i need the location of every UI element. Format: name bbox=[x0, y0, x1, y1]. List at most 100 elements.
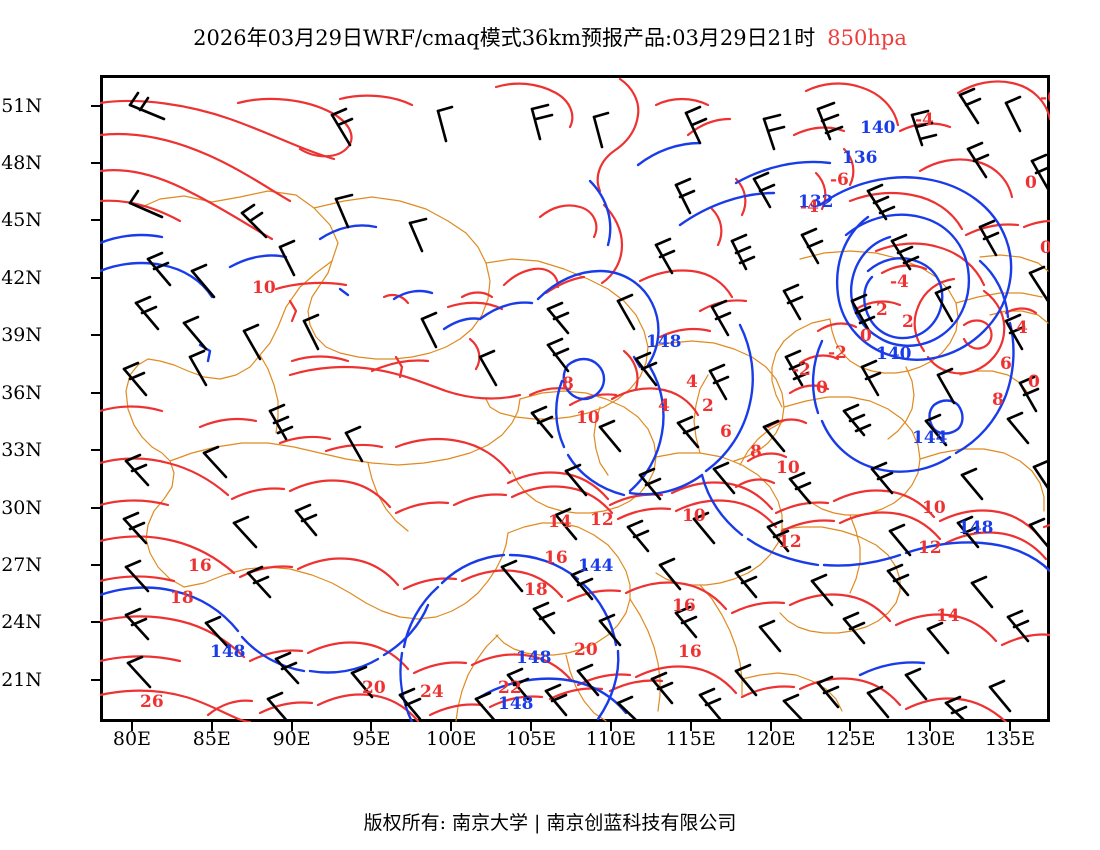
svg-text:144: 144 bbox=[912, 428, 948, 448]
svg-text:0: 0 bbox=[1040, 238, 1050, 258]
x-axis-tick-label: 85E bbox=[192, 728, 231, 750]
x-axis-tick-label: 115E bbox=[665, 728, 716, 750]
y-axis-tick-label: 33N bbox=[1, 439, 42, 462]
svg-text:14: 14 bbox=[548, 512, 572, 532]
svg-text:148: 148 bbox=[958, 518, 994, 538]
x-axis-tick-mark bbox=[849, 722, 852, 731]
x-axis-tick-label: 130E bbox=[905, 728, 956, 750]
chart-title: 2026年03月29日WRF/cmaq模式36km预报产品:03月29日21时 8… bbox=[0, 22, 1100, 52]
svg-text:8: 8 bbox=[562, 374, 574, 394]
y-axis-tick-label: 30N bbox=[1, 496, 42, 519]
x-axis-tick-mark bbox=[210, 722, 213, 731]
svg-text:4: 4 bbox=[1016, 318, 1028, 338]
footer-copyright-text: 版权所有: 南京大学 bbox=[363, 812, 529, 834]
x-axis-tick-mark bbox=[689, 722, 692, 731]
footer-copyright: 版权所有: 南京大学 | 南京创蓝科技有限公司 bbox=[0, 808, 1100, 835]
geopotential-height-contours bbox=[100, 141, 1050, 722]
svg-text:10: 10 bbox=[682, 506, 706, 526]
svg-text:10: 10 bbox=[922, 498, 946, 518]
svg-text:148: 148 bbox=[646, 332, 682, 352]
svg-text:26: 26 bbox=[140, 692, 164, 712]
svg-text:10: 10 bbox=[576, 408, 600, 428]
x-axis-tick-mark bbox=[450, 722, 453, 731]
footer-separator: | bbox=[534, 812, 541, 834]
svg-text:-2: -2 bbox=[828, 343, 847, 363]
svg-text:0: 0 bbox=[816, 378, 828, 398]
y-axis-tick-label: 24N bbox=[1, 611, 42, 634]
x-axis-tick-label: 80E bbox=[112, 728, 151, 750]
y-axis-tick-mark bbox=[91, 219, 100, 222]
y-axis-tick-mark bbox=[91, 334, 100, 337]
svg-text:6: 6 bbox=[1000, 354, 1012, 374]
y-axis-tick-mark bbox=[91, 391, 100, 394]
svg-text:140: 140 bbox=[860, 118, 896, 138]
x-axis-tick-mark bbox=[130, 722, 133, 731]
y-axis-tick-label: 36N bbox=[1, 381, 42, 404]
svg-text:0: 0 bbox=[1028, 372, 1040, 392]
svg-text:-4: -4 bbox=[890, 272, 909, 292]
svg-text:12: 12 bbox=[918, 538, 942, 558]
svg-text:0: 0 bbox=[1025, 173, 1037, 193]
svg-text:0: 0 bbox=[860, 326, 872, 346]
svg-text:148: 148 bbox=[516, 648, 552, 668]
svg-text:18: 18 bbox=[524, 580, 548, 600]
y-axis-tick-label: 48N bbox=[1, 152, 42, 175]
x-axis-tick-label: 95E bbox=[352, 728, 391, 750]
title-main-text: 2026年03月29日WRF/cmaq模式36km预报产品:03月29日21时 bbox=[193, 26, 816, 50]
svg-text:16: 16 bbox=[672, 596, 696, 616]
y-axis-tick-label: 39N bbox=[1, 324, 42, 347]
svg-text:14: 14 bbox=[936, 606, 960, 626]
y-axis-tick-label: 21N bbox=[1, 668, 42, 691]
svg-text:24: 24 bbox=[420, 682, 444, 702]
x-axis-tick-mark bbox=[1009, 722, 1012, 731]
svg-text:2: 2 bbox=[702, 396, 714, 416]
x-axis-tick-mark bbox=[929, 722, 932, 731]
svg-text:4: 4 bbox=[686, 372, 698, 392]
y-axis-tick-mark bbox=[91, 621, 100, 624]
temperature-contours bbox=[100, 77, 1050, 722]
svg-text:-4: -4 bbox=[800, 197, 819, 217]
x-axis-tick-mark bbox=[530, 722, 533, 731]
y-axis-tick-label: 27N bbox=[1, 554, 42, 577]
svg-text:136: 136 bbox=[842, 148, 878, 168]
footer-company-text: 南京创蓝科技有限公司 bbox=[546, 812, 737, 834]
x-axis-tick-label: 90E bbox=[272, 728, 311, 750]
svg-text:20: 20 bbox=[362, 678, 386, 698]
map-plot-area: -6 -6 -4 -4 0 -4 -2 -2 0 2 2 0 0 0 4 2 4… bbox=[100, 75, 1050, 722]
svg-text:12: 12 bbox=[778, 532, 802, 552]
y-axis-tick-mark bbox=[91, 162, 100, 165]
y-axis-tick-mark bbox=[91, 506, 100, 509]
svg-text:-6: -6 bbox=[1040, 88, 1050, 108]
x-axis-tick-mark bbox=[769, 722, 772, 731]
svg-text:16: 16 bbox=[188, 556, 212, 576]
svg-text:22: 22 bbox=[498, 678, 522, 698]
x-axis-tick-label: 100E bbox=[426, 728, 477, 750]
y-axis-tick-label: 45N bbox=[1, 209, 42, 232]
svg-text:144: 144 bbox=[578, 556, 614, 576]
administrative-boundaries bbox=[125, 190, 1049, 722]
svg-text:-6: -6 bbox=[830, 170, 849, 190]
svg-text:18: 18 bbox=[170, 588, 194, 608]
x-axis-tick-mark bbox=[290, 722, 293, 731]
x-axis-tick-mark bbox=[609, 722, 612, 731]
weather-map-canvas: -6 -6 -4 -4 0 -4 -2 -2 0 2 2 0 0 0 4 2 4… bbox=[100, 77, 1050, 722]
svg-text:8: 8 bbox=[750, 442, 762, 462]
svg-text:132: 132 bbox=[798, 192, 834, 212]
svg-text:4: 4 bbox=[658, 396, 670, 416]
svg-text:20: 20 bbox=[574, 640, 598, 660]
x-axis-tick-label: 135E bbox=[985, 728, 1036, 750]
x-axis-tick-label: 125E bbox=[825, 728, 876, 750]
svg-text:148: 148 bbox=[210, 642, 246, 662]
svg-text:2: 2 bbox=[876, 300, 888, 320]
svg-text:140: 140 bbox=[876, 344, 912, 364]
y-axis-tick-label: 51N bbox=[1, 94, 42, 117]
y-axis-tick-label: 42N bbox=[1, 266, 42, 289]
x-axis-tick-label: 110E bbox=[585, 728, 636, 750]
contour-value-labels: -6 -6 -4 -4 0 -4 -2 -2 0 2 2 0 0 0 4 2 4… bbox=[140, 88, 1050, 714]
svg-text:-4: -4 bbox=[915, 110, 934, 130]
svg-text:16: 16 bbox=[544, 548, 568, 568]
wind-barbs bbox=[122, 87, 1050, 722]
svg-text:2: 2 bbox=[902, 312, 914, 332]
svg-text:12: 12 bbox=[590, 510, 614, 530]
svg-text:10: 10 bbox=[776, 458, 800, 478]
